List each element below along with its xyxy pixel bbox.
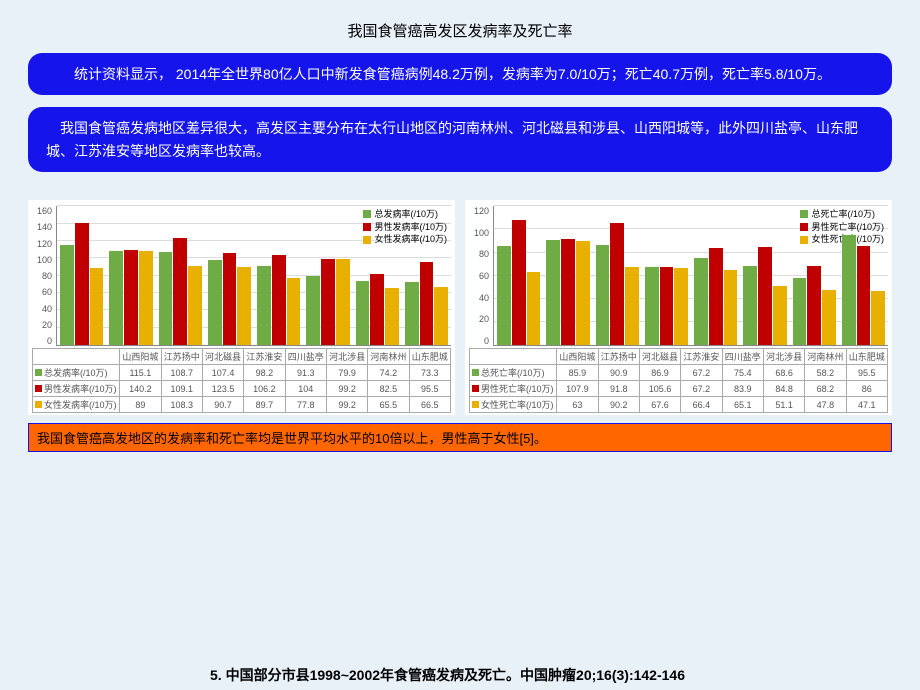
bar-group xyxy=(497,206,540,345)
bar xyxy=(385,288,399,345)
bar xyxy=(822,290,836,345)
bar xyxy=(356,281,370,345)
bar xyxy=(871,291,885,346)
page-title: 我国食管癌高发区发病率及死亡率 xyxy=(0,0,920,41)
bar xyxy=(857,246,871,346)
bar xyxy=(173,238,187,345)
info-box-china-regions: 我国食管癌发病地区差异很大，高发区主要分布在太行山地区的河南林州、河北磁县和涉县… xyxy=(28,107,892,172)
bar xyxy=(434,287,448,345)
mortality-chart: 020406080100120总死亡率(/10万)男性死亡率(/10万)女性死亡… xyxy=(465,200,892,415)
bar xyxy=(807,266,821,345)
bar-group xyxy=(306,206,349,345)
bar xyxy=(842,235,856,346)
incidence-chart: 020406080100120140160总发病率(/10万)男性发病率(/10… xyxy=(28,200,455,415)
bar xyxy=(208,260,222,345)
bar xyxy=(90,268,104,345)
bar xyxy=(660,267,674,345)
bar-group xyxy=(60,206,103,345)
bar xyxy=(287,278,301,346)
bar xyxy=(674,268,688,345)
bar xyxy=(420,262,434,345)
bar-group xyxy=(546,206,589,345)
bar-group xyxy=(257,206,300,345)
bar xyxy=(188,266,202,345)
bar xyxy=(793,278,807,345)
bar xyxy=(75,223,89,345)
bar-group xyxy=(356,206,399,345)
bar xyxy=(512,220,526,345)
data-table: 山西阳城江苏扬中河北磁县江苏淮安四川盐亭河北涉县河南林州山东肥城总死亡率(/10… xyxy=(469,348,888,413)
bar xyxy=(60,245,74,345)
bar xyxy=(109,251,123,345)
citation: 5. 中国部分市县1998~2002年食管癌发病及死亡。中国肿瘤20;16(3)… xyxy=(210,666,800,684)
bar xyxy=(758,247,772,345)
bar-group xyxy=(694,206,737,345)
bar xyxy=(694,258,708,345)
bar xyxy=(561,239,575,345)
charts-container: 020406080100120140160总发病率(/10万)男性发病率(/10… xyxy=(28,200,892,415)
bar xyxy=(272,255,286,345)
bar xyxy=(321,259,335,345)
bar xyxy=(306,276,320,345)
bar xyxy=(257,266,271,345)
bar xyxy=(596,245,610,346)
bar xyxy=(405,282,419,346)
bar xyxy=(237,267,251,345)
summary-box: 我国食管癌高发地区的发病率和死亡率均是世界平均水平的10倍以上，男性高于女性[5… xyxy=(28,423,892,452)
bar-group xyxy=(208,206,251,345)
bar xyxy=(610,223,624,345)
bar xyxy=(370,274,384,346)
bar-group xyxy=(842,206,885,345)
bar xyxy=(139,251,153,345)
bar xyxy=(645,267,659,345)
data-table: 山西阳城江苏扬中河北磁县江苏淮安四川盐亭河北涉县河南林州山东肥城总发病率(/10… xyxy=(32,348,451,413)
bar xyxy=(497,246,511,346)
bar xyxy=(724,270,738,345)
bar xyxy=(336,259,350,345)
bar xyxy=(773,286,787,345)
bar xyxy=(159,252,173,345)
bar xyxy=(576,241,590,345)
bar-group xyxy=(109,206,152,345)
bar xyxy=(709,248,723,345)
bar xyxy=(743,266,757,345)
bar-group xyxy=(743,206,786,345)
bar-group xyxy=(596,206,639,345)
info-box-global-stats: 统计资料显示， 2014年全世界80亿人口中新发食管癌病例48.2万例，发病率为… xyxy=(28,53,892,95)
bar-group xyxy=(645,206,688,345)
bar xyxy=(124,250,138,345)
bar-group xyxy=(793,206,836,345)
bar-group xyxy=(405,206,448,345)
bar xyxy=(625,267,639,345)
bar xyxy=(546,240,560,345)
bar xyxy=(223,253,237,345)
bar xyxy=(527,272,541,345)
bar-group xyxy=(159,206,202,345)
